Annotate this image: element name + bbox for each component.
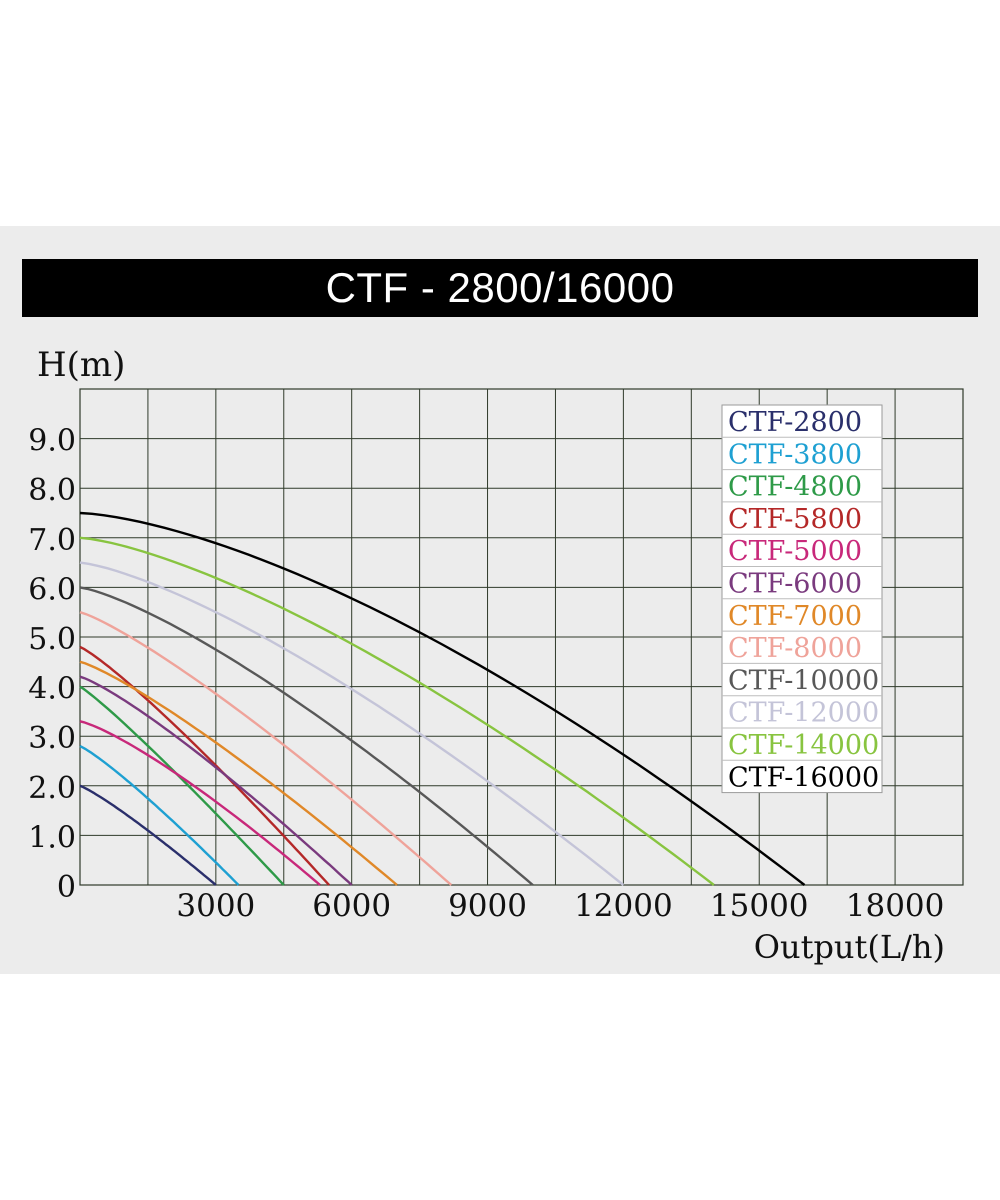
y-axis-title: H(m) <box>37 345 125 385</box>
x-tick-label: 6000 <box>312 888 391 924</box>
y-tick-label: 3.0 <box>28 721 76 756</box>
curve-ctf-5800 <box>79 645 330 886</box>
legend-entry: CTF-16000 <box>728 762 879 793</box>
y-tick-label: 6.0 <box>28 572 76 607</box>
curve-ctf-3800 <box>79 745 240 886</box>
x-tick-label: 18000 <box>846 888 945 924</box>
legend-entry: CTF-7000 <box>728 601 862 632</box>
x-tick-label: 12000 <box>574 888 673 924</box>
x-axis-title: Output(L/h) <box>754 928 945 966</box>
y-tick-label: 2.0 <box>28 771 76 806</box>
x-tick-label: 3000 <box>176 888 255 924</box>
curve-ctf-8000 <box>79 611 453 886</box>
curve-ctf-10000 <box>79 586 534 886</box>
curve-ctf-7000 <box>79 660 398 886</box>
curve-ctf-16000 <box>79 511 806 886</box>
curve-ctf-12000 <box>79 561 625 886</box>
legend-entry: CTF-3800 <box>728 439 862 470</box>
legend-entry: CTF-5800 <box>728 504 862 535</box>
legend-entry: CTF-5000 <box>728 536 862 567</box>
legend-entry: CTF-14000 <box>728 730 879 761</box>
axis-labels: H(m) 0 1.0 2.0 3.0 4.0 5.0 6.0 7.0 8.0 9.0 3000 6000… <box>28 345 945 966</box>
y-tick-label: 7.0 <box>28 523 76 558</box>
y-tick-label: 9.0 <box>28 424 76 459</box>
curve-ctf-6000 <box>79 675 353 886</box>
plot-frame <box>79 388 964 886</box>
curves <box>79 511 806 886</box>
x-tick-label: 15000 <box>710 888 809 924</box>
y-tick-label: 8.0 <box>28 473 76 508</box>
x-tick-label: 9000 <box>448 888 527 924</box>
legend-entry: CTF-12000 <box>728 698 879 729</box>
legend-entry: CTF-6000 <box>728 569 862 600</box>
legend-entry: CTF-2800 <box>728 407 862 438</box>
curve-ctf-2800 <box>79 784 217 886</box>
y-tick-label: 4.0 <box>28 672 76 707</box>
legend: CTF-2800CTF-3800CTF-4800CTF-5800CTF-5000… <box>721 404 883 793</box>
curve-ctf-4800 <box>79 685 285 886</box>
y-tick-label: 5.0 <box>28 622 76 657</box>
legend-entry: CTF-10000 <box>728 665 879 696</box>
curve-ctf-14000 <box>79 536 715 886</box>
y-tick-label: 0 <box>57 870 76 905</box>
chart-title: CTF - 2800/16000 <box>22 259 978 317</box>
legend-entry: CTF-8000 <box>728 633 862 664</box>
curve-ctf-5000 <box>79 720 321 886</box>
y-tick-label: 1.0 <box>28 820 76 855</box>
legend-entry: CTF-4800 <box>728 472 862 503</box>
